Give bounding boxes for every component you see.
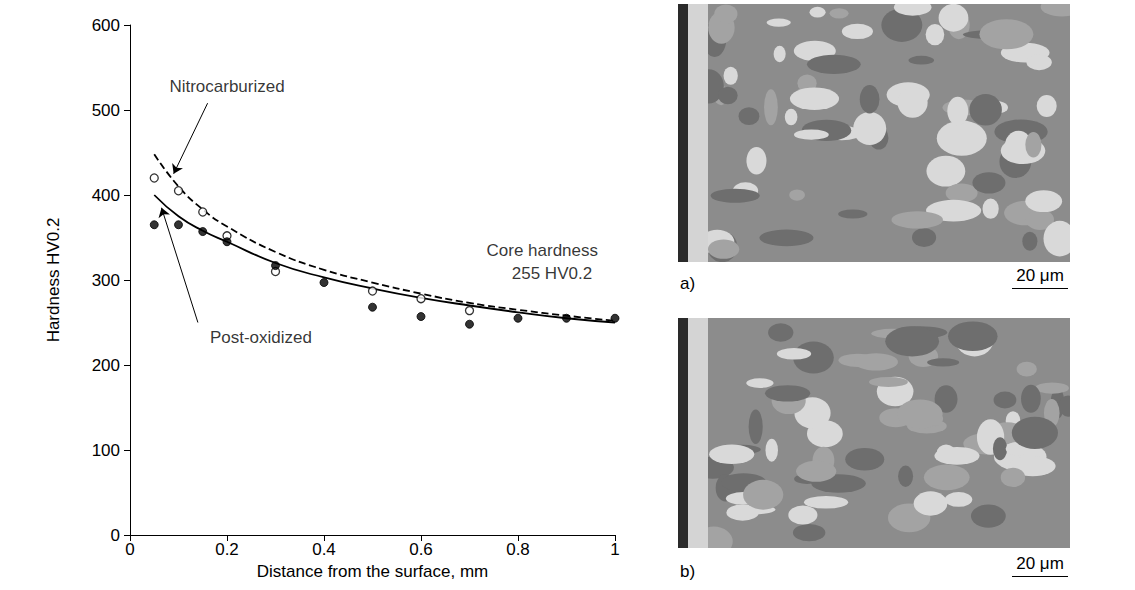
svg-text:1: 1 <box>610 540 619 559</box>
svg-text:400: 400 <box>92 186 120 205</box>
html-text:20 μm: 20 μm <box>1016 266 1064 285</box>
svg-text:100: 100 <box>92 441 120 460</box>
svg-text:0.2: 0.2 <box>215 540 239 559</box>
svg-text:300: 300 <box>92 271 120 290</box>
html-text:b): b) <box>680 562 696 581</box>
svg-text:Nitrocarburized: Nitrocarburized <box>169 77 284 96</box>
svg-text:0: 0 <box>125 540 134 559</box>
svg-text:0.4: 0.4 <box>312 540 336 559</box>
svg-text:600: 600 <box>92 16 120 35</box>
svg-text:255 HV0.2: 255 HV0.2 <box>512 264 592 283</box>
svg-text:0.6: 0.6 <box>409 540 433 559</box>
svg-text:Distance from the surface, mm: Distance from the surface, mm <box>257 562 488 581</box>
svg-text:0.8: 0.8 <box>506 540 530 559</box>
svg-text:Post-oxidized: Post-oxidized <box>210 328 312 347</box>
svg-text:200: 200 <box>92 356 120 375</box>
html-text:20 μm: 20 μm <box>1016 554 1064 573</box>
svg-text:Core hardness: Core hardness <box>486 241 598 260</box>
svg-text:0: 0 <box>111 526 120 545</box>
svg-text:Hardness HV0.2: Hardness HV0.2 <box>44 218 63 343</box>
html-text:a): a) <box>680 274 696 293</box>
svg-text:500: 500 <box>92 101 120 120</box>
